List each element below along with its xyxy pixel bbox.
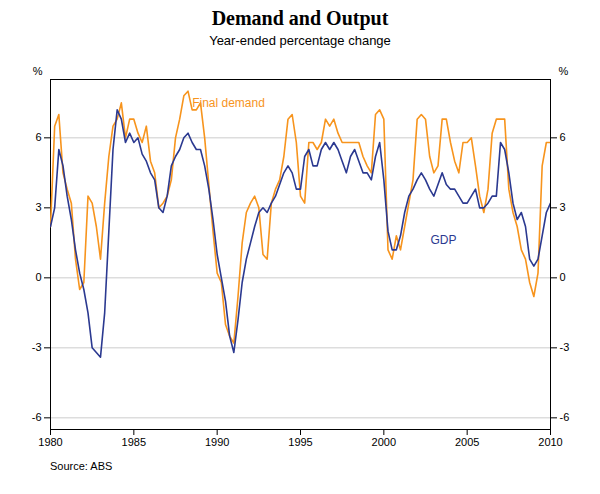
- svg-text:2005: 2005: [455, 436, 479, 448]
- svg-text:1995: 1995: [288, 436, 312, 448]
- svg-text:-6: -6: [32, 411, 42, 423]
- svg-text:1980: 1980: [38, 436, 62, 448]
- svg-text:%: %: [33, 65, 43, 77]
- svg-text:0: 0: [35, 271, 41, 283]
- svg-text:GDP: GDP: [431, 233, 457, 247]
- svg-text:1985: 1985: [122, 436, 146, 448]
- svg-text:%: %: [559, 65, 569, 77]
- svg-text:-3: -3: [32, 341, 42, 353]
- html-text:Year-ended percentage change: Year-ended percentage change: [209, 33, 391, 48]
- html-text:Source: ABS: Source: ABS: [50, 460, 113, 472]
- svg-text:2010: 2010: [538, 436, 562, 448]
- svg-text:1990: 1990: [205, 436, 229, 448]
- svg-text:3: 3: [35, 201, 41, 213]
- svg-text:-6: -6: [560, 411, 570, 423]
- svg-text:0: 0: [560, 271, 566, 283]
- svg-text:Final demand: Final demand: [192, 96, 265, 110]
- svg-text:-3: -3: [560, 341, 570, 353]
- svg-text:3: 3: [560, 201, 566, 213]
- svg-text:2000: 2000: [372, 436, 396, 448]
- svg-text:6: 6: [35, 131, 41, 143]
- html-text:Demand and Output: Demand and Output: [211, 7, 389, 29]
- svg-text:6: 6: [560, 131, 566, 143]
